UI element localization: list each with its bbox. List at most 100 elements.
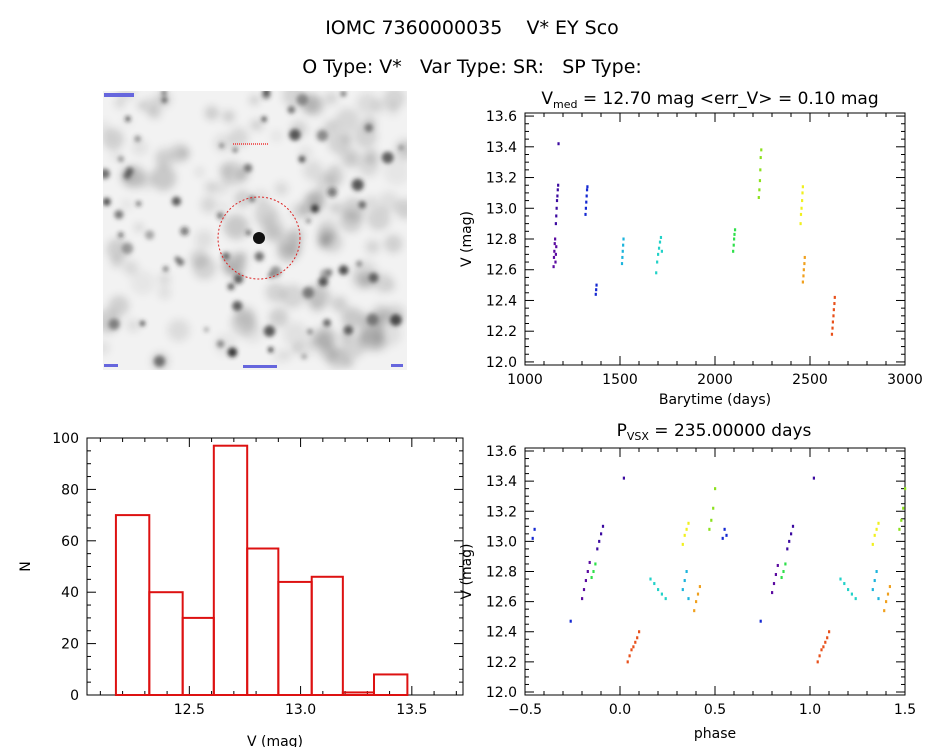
plot-frame [86, 437, 464, 696]
phaseplot-point [584, 579, 587, 583]
sky-noise-blob [356, 92, 379, 115]
sky-noise-blob [378, 191, 399, 213]
sky-noise-blob [358, 156, 379, 177]
y-tick-label: 12.6 [486, 263, 517, 279]
sky-star [340, 90, 347, 97]
phaseplot-point [598, 539, 601, 543]
sky-noise-blob [387, 105, 399, 117]
sky-star [261, 116, 267, 122]
sky-star [368, 272, 379, 283]
y-tick-label: 13.6 [486, 109, 517, 125]
lightcurve-point [758, 188, 761, 192]
sky-noise-blob [327, 131, 351, 155]
phaseplot-point [721, 536, 724, 540]
sky-noise-blob [306, 189, 326, 209]
sky-noise-blob [194, 229, 214, 249]
phaseplot-point [660, 592, 663, 596]
phaseplot-point [664, 597, 667, 601]
phaseplot-point [588, 560, 591, 564]
phaseplot-point [693, 609, 696, 613]
y-tick-label: 40 [61, 585, 79, 601]
sky-noise-blob [365, 196, 378, 209]
x-tick-label: 3000 [887, 372, 923, 388]
sky-image [95, 81, 416, 371]
sky-star [125, 116, 131, 122]
lightcurve-point [554, 237, 557, 241]
lightcurve-point [733, 228, 737, 232]
lightcurve-point [733, 232, 736, 236]
phaseplot-point [871, 588, 874, 592]
sky-noise-blob [200, 196, 218, 214]
phaseplot-point [695, 600, 698, 604]
sky-noise-blob [169, 143, 189, 163]
y-tick-label: 80 [61, 482, 79, 498]
sky-background-noise [95, 81, 416, 371]
y-tick-label: 13.4 [486, 140, 517, 156]
phaseplot-point [681, 542, 684, 546]
lightcurve-point [595, 288, 598, 292]
lightcurve-point [830, 332, 834, 336]
y-axis-label: V (mag) [459, 543, 475, 599]
phaseplot-point [818, 654, 821, 658]
phaseplot-point [592, 570, 595, 573]
y-tick-label: 13.0 [486, 534, 517, 550]
phaseplot-point [653, 582, 656, 586]
y-tick-label: 12.8 [486, 565, 517, 581]
lightcurve-point [733, 237, 736, 241]
phaseplot-point [786, 547, 789, 551]
phaseplot-point [712, 506, 715, 510]
phaseplot-point [657, 588, 660, 592]
lightcurve-point [831, 326, 834, 330]
sky-star [358, 201, 366, 209]
lightcurve-point [655, 271, 658, 275]
sky-star [325, 268, 333, 276]
phaseplot-point [683, 579, 686, 583]
phaseplot-point [626, 660, 629, 664]
sky-noise-blob [310, 299, 324, 313]
lightcurve-point [801, 280, 804, 284]
y-axis-label: V (mag) [459, 211, 475, 267]
lightcurve-point [799, 212, 803, 216]
sky-star [176, 258, 185, 266]
y-axis-label: N [18, 561, 34, 571]
sky-star [389, 314, 402, 326]
sky-noise-blob [219, 162, 234, 178]
phaseplot-point [898, 527, 901, 531]
phaseplot-point [784, 562, 787, 566]
sky-star [338, 265, 349, 276]
lightcurve-point [553, 249, 556, 253]
sky-star [366, 313, 379, 326]
phaseplot-point [873, 533, 876, 537]
x-tick-label: 12.5 [174, 702, 205, 718]
plot-frame [524, 112, 906, 366]
phaseplot-point [594, 562, 597, 566]
histogram-bar [148, 591, 184, 697]
sky-noise-blob [249, 95, 260, 106]
phaseplot-point [710, 518, 713, 522]
lightcurve-point [803, 262, 806, 266]
phaseplot-point [877, 597, 880, 601]
y-tick-label: 13.6 [486, 444, 517, 460]
sky-noise-blob [158, 273, 171, 286]
sky-star [270, 266, 282, 278]
y-tick-label: 12.4 [486, 293, 517, 309]
sky-star [287, 106, 296, 114]
sky-noise-blob [106, 238, 129, 261]
corner-mark-bottom [243, 365, 277, 368]
lightcurve-point [658, 240, 662, 244]
sky-noise-blob [324, 91, 338, 105]
sky-star [302, 286, 314, 299]
lightcurve-point [555, 245, 558, 249]
x-tick-label: 1.0 [799, 702, 821, 718]
x-tick-label: 13.5 [396, 702, 427, 718]
phaseplot-point [586, 570, 589, 573]
sky-star [296, 93, 309, 106]
phaseplot-point [812, 476, 815, 480]
lightcurve-point [585, 194, 588, 198]
sky-star [162, 266, 169, 272]
lightcurve-point [555, 199, 559, 203]
lightcurve-point [833, 302, 836, 306]
sky-noise-blob [213, 134, 233, 153]
x-tick-label: 0.5 [704, 702, 726, 718]
phaseplot-point [569, 619, 572, 623]
